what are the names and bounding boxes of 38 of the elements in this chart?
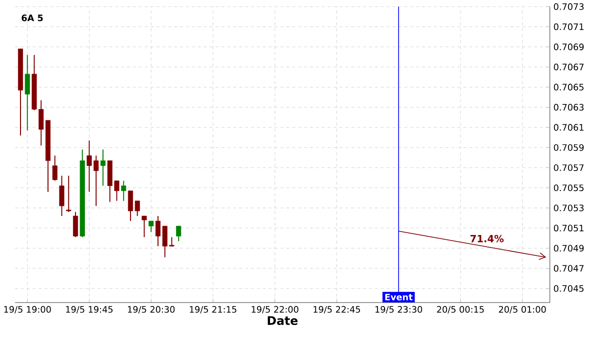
x-tick-label: 19/5 23:30: [375, 306, 422, 314]
y-tick-label: 0.7065: [554, 84, 584, 91]
y-tick-label: 0.7045: [554, 285, 584, 292]
candlestick: [176, 226, 182, 242]
x-tick-label: 19/5 19:45: [66, 306, 113, 314]
x-tick-label: 19/5 20:30: [128, 306, 175, 314]
x-tick-label: 19/5 22:00: [252, 306, 298, 314]
candlestick: [24, 54, 30, 131]
y-tick-label: 0.7061: [554, 124, 584, 131]
candlestick: [52, 155, 58, 182]
y-tick-label: 0.7053: [554, 204, 584, 212]
annotation: 71.4%: [470, 234, 504, 242]
candlestick: [72, 211, 78, 238]
y-tick-label: 0.7067: [554, 64, 584, 70]
y-tick-label: 0.7071: [554, 23, 584, 30]
candlestick: [66, 175, 72, 212]
x-axis-title: Date: [268, 316, 298, 326]
y-tick-label: 0.7055: [554, 184, 584, 192]
candlestick: [121, 180, 126, 202]
x-tick-label: 19/5 21:15: [190, 306, 236, 314]
y-tick-label: 0.7069: [554, 44, 584, 50]
x-tick-label: 20/5 01:00: [498, 306, 546, 314]
y-tick-label: 0.7057: [554, 164, 584, 172]
y-tick-label: 0.7049: [554, 244, 584, 252]
candlestick: [148, 220, 154, 233]
ref-line-label: Event: [385, 294, 413, 300]
y-tick-label: 0.7051: [554, 224, 584, 232]
y-tick-label: 0.7059: [554, 144, 584, 151]
y-tick-label: 0.7073: [554, 3, 584, 10]
candlestick: [142, 216, 147, 238]
text: 6A 5: [22, 14, 43, 22]
x-tick-label: 19/5 19:00: [4, 306, 51, 314]
candlestick: [59, 175, 64, 216]
x-tick-label: 19/5 22:45: [314, 306, 360, 314]
y-tick-label: 0.7063: [554, 104, 584, 111]
candlestick: [100, 149, 106, 186]
x-tick-label: 20/5 00:15: [437, 306, 484, 314]
y-tick-label: 0.7047: [554, 265, 584, 272]
